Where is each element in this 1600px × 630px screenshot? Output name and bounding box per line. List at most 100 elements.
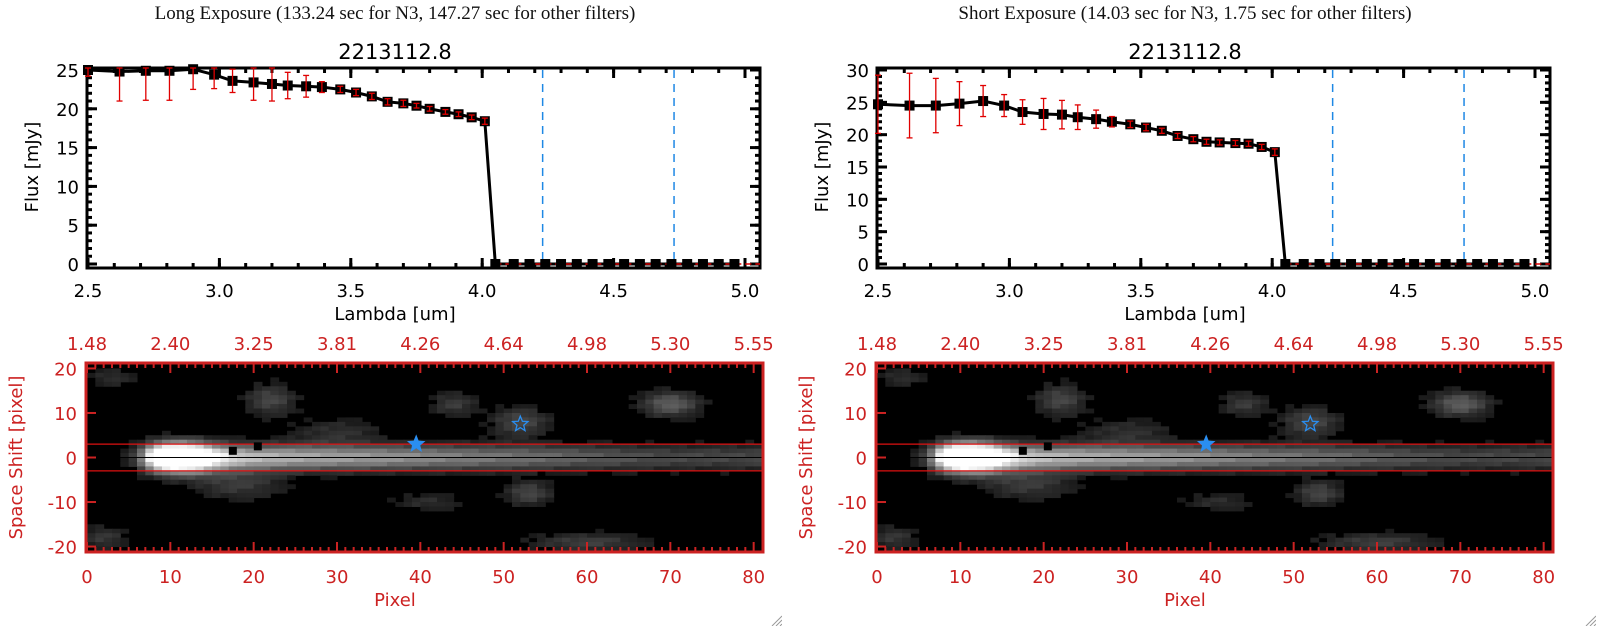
image-pixel: [1335, 453, 1345, 458]
image-pixel: [395, 502, 405, 507]
image-pixel: [1052, 395, 1061, 401]
image-pixel: [728, 448, 738, 454]
image-pixel: [1193, 453, 1203, 458]
image-pixel: [112, 528, 121, 534]
image-pixel: [428, 444, 438, 450]
image-pixel: [178, 470, 188, 476]
image-pixel: [1043, 386, 1053, 392]
image-pixel: [985, 470, 995, 476]
image-pixel: [112, 533, 121, 539]
image-pixel: [153, 448, 163, 454]
image-pixel: [1077, 435, 1086, 441]
image-pixel: [203, 444, 213, 450]
image-pixel: [1543, 457, 1553, 463]
image-pixel: [1518, 457, 1528, 463]
image-pixel: [278, 381, 288, 387]
image-pixel: [1018, 453, 1028, 458]
image-pixel: [687, 457, 696, 463]
image-pixel: [1352, 470, 1361, 476]
image-pixel: [295, 466, 305, 472]
image-pixel: [1452, 399, 1461, 405]
y-tick-label: -20: [838, 538, 867, 559]
image-pixel: [162, 466, 171, 472]
flux-line: [87, 67, 735, 266]
image-pixel: [1052, 399, 1061, 405]
image-pixel: [170, 475, 180, 481]
image-pixel: [1327, 497, 1336, 503]
image-pixel: [220, 461, 230, 467]
resize-grip-icon[interactable]: [1584, 614, 1596, 626]
image-pixel: [1027, 457, 1036, 463]
image-pixel: [1285, 408, 1295, 414]
image-pixel: [1052, 470, 1061, 476]
image-pixel: [520, 461, 530, 467]
image-pixel: [960, 448, 970, 454]
image-pixel: [885, 537, 895, 543]
image-pixel: [220, 475, 230, 481]
image-pixel: [1268, 421, 1278, 427]
image-pixel: [278, 448, 288, 454]
image-pixel: [653, 412, 663, 418]
image-pixel: [212, 453, 221, 458]
image-pixel: [487, 439, 496, 445]
image-pixel: [637, 444, 646, 450]
resize-grip-icon[interactable]: [770, 614, 782, 626]
image-pixel: [1018, 435, 1028, 441]
image-pixel: [1177, 457, 1186, 463]
image-pixel: [1035, 399, 1045, 405]
image-pixel: [1127, 457, 1136, 463]
image-pixel: [918, 372, 928, 378]
image-pixel: [395, 453, 405, 458]
y-tick-label: 10: [54, 404, 77, 425]
image-pixel: [270, 444, 280, 450]
image-pixel: [1218, 408, 1228, 414]
image-pixel: [1243, 466, 1253, 472]
data-point: [713, 259, 724, 269]
image-pixel: [662, 390, 671, 396]
image-pixel: [628, 457, 638, 463]
image-pixel: [378, 453, 388, 458]
image-pixel: [237, 444, 246, 450]
image-pixel: [637, 542, 646, 548]
image-pixel: [620, 461, 630, 467]
image-pixel: [1427, 457, 1436, 463]
image-pixel: [1277, 448, 1286, 454]
image-pixel: [1352, 466, 1361, 472]
image-pixel: [943, 466, 953, 472]
image-pixel: [562, 470, 571, 476]
image-pixel: [212, 466, 221, 472]
image-pixel: [1393, 546, 1403, 552]
image-pixel: [437, 506, 446, 512]
image-pixel: [968, 453, 978, 458]
data-point: [1346, 259, 1357, 269]
image-pixel: [1218, 457, 1228, 463]
image-pixel: [353, 466, 363, 472]
image-pixel: [1027, 439, 1036, 445]
image-pixel: [520, 444, 530, 450]
image-pixel: [595, 439, 605, 445]
image-pixel: [503, 493, 513, 499]
image-pixel: [137, 453, 146, 458]
image-pixel: [195, 457, 205, 463]
image-pixel: [1443, 404, 1453, 410]
image-pixel: [162, 461, 171, 467]
image-pixel: [1135, 426, 1145, 432]
image-pixel: [977, 475, 986, 481]
image-pixel: [1493, 399, 1503, 405]
image-pixel: [262, 417, 271, 423]
image-pixel: [387, 448, 396, 454]
data-point: [697, 259, 708, 269]
image-pixel: [1485, 399, 1495, 405]
image-pixel: [1518, 453, 1528, 458]
image-pixel: [645, 448, 655, 454]
x-tick-label: 10: [949, 567, 972, 588]
image-pixel: [918, 457, 928, 463]
image-pixel: [1002, 439, 1011, 445]
image-pixel: [1493, 461, 1503, 467]
image-pixel: [1277, 444, 1286, 450]
image-pixel: [1402, 470, 1411, 476]
image-pixel: [470, 448, 480, 454]
image-pixel: [1102, 435, 1111, 441]
image-pixel: [270, 448, 280, 454]
image-pixel: [1102, 421, 1111, 427]
